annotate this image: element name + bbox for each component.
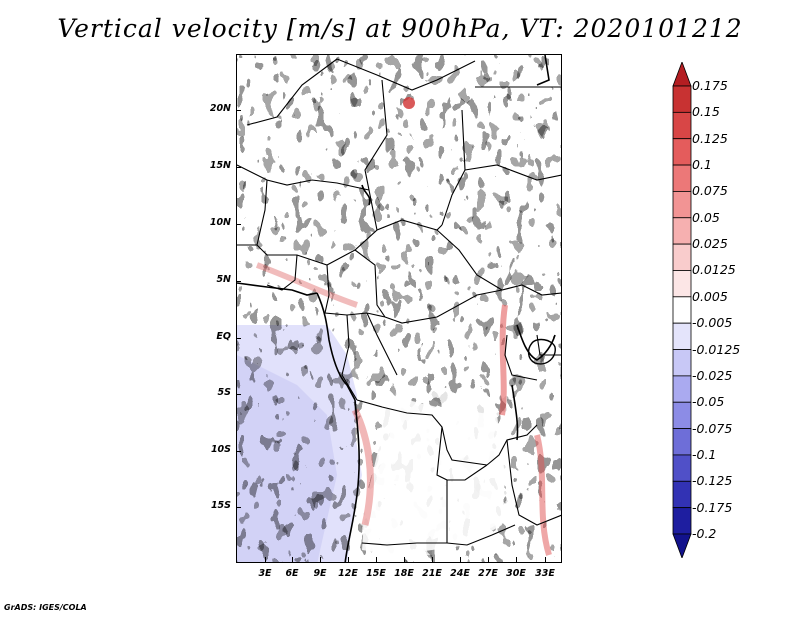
colorbar-label: 0.025: [692, 236, 728, 252]
lat-tick: [236, 281, 241, 282]
plot-title: Vertical velocity [m/s] at 900hPa, VT: 2…: [57, 14, 743, 43]
colorbar-segment: [672, 217, 692, 245]
colorbar-label: 0.175: [692, 78, 728, 93]
grads-credit: GrADS: IGES/COLA: [4, 603, 87, 612]
colorbar-label: 0.05: [692, 209, 720, 225]
lon-label: 21E: [422, 568, 442, 579]
colorbar-label: 0.15: [692, 104, 720, 120]
lat-tick: [236, 507, 241, 508]
colorbar-segment: [672, 507, 692, 535]
colorbar-segment: [672, 401, 692, 429]
lat-tick: [236, 167, 241, 168]
lat-label: 15N: [209, 160, 231, 171]
lat-tick: [236, 338, 241, 339]
colorbar-segment: [672, 480, 692, 509]
colorbar-segment: [672, 191, 692, 219]
calm-region: [362, 395, 505, 555]
lat-label: 10S: [210, 444, 231, 455]
lon-label: 18E: [394, 568, 414, 579]
colorbar-label: -0.0125: [692, 341, 741, 357]
lat-label: EQ: [216, 331, 231, 342]
colorbar-segment: [672, 85, 692, 113]
lon-label: 6E: [285, 568, 299, 579]
lon-label: 24E: [450, 568, 470, 579]
coastline: [237, 55, 556, 562]
lon-tick: [320, 557, 321, 562]
map-panel: [236, 54, 562, 563]
lon-label: 27E: [478, 568, 498, 579]
colorbar-label: -0.125: [692, 473, 733, 489]
colorbar-segment: [672, 111, 692, 140]
colorbar-segment: [672, 375, 692, 403]
lat-tick: [236, 394, 241, 395]
colorbar-label: -0.175: [692, 499, 733, 515]
colorbar: [672, 62, 692, 558]
colorbar-max-arrow: [672, 62, 692, 87]
lon-tick: [404, 557, 405, 562]
lat-label: 5S: [217, 387, 231, 398]
colorbar-label: -0.05: [692, 394, 725, 410]
vertical-velocity-field: [237, 55, 561, 562]
lon-tick: [460, 557, 461, 562]
colorbar-label: -0.075: [692, 420, 733, 436]
colorbar-label: 0.075: [692, 183, 728, 199]
lat-label: 10N: [209, 217, 231, 228]
colorbar-min-arrow: [672, 533, 692, 558]
colorbar-label: 0.125: [692, 130, 728, 146]
lat-tick: [236, 451, 241, 452]
colorbar-label: -0.005: [692, 315, 733, 331]
lat-label: 5N: [216, 274, 231, 285]
colorbar-segment: [672, 243, 692, 271]
colorbar-segment: [672, 349, 692, 377]
lon-tick: [292, 557, 293, 562]
lon-label: 30E: [506, 568, 526, 579]
lon-tick: [432, 557, 433, 562]
country-borders: [237, 58, 561, 546]
lon-label: 3E: [258, 568, 272, 579]
lon-label: 15E: [366, 568, 386, 579]
colorbar-label: 0.0125: [692, 262, 736, 278]
lon-tick: [348, 557, 349, 562]
colorbar-segment: [672, 164, 692, 192]
lon-tick: [488, 557, 489, 562]
colorbar-label: -0.2: [692, 526, 717, 541]
colorbar-label: 0.005: [692, 288, 728, 304]
lon-tick: [376, 557, 377, 562]
lon-tick: [545, 557, 546, 562]
colorbar-segment: [672, 454, 692, 482]
lon-label: 12E: [338, 568, 358, 579]
lon-label: 33E: [535, 568, 555, 579]
colorbar-segment: [672, 428, 692, 456]
colorbar-segment: [672, 322, 692, 350]
colorbar-segment: [672, 270, 692, 298]
lat-label: 20N: [209, 103, 231, 114]
colorbar-label: -0.1: [692, 446, 717, 462]
lat-label: 15S: [210, 500, 231, 511]
lon-tick: [516, 557, 517, 562]
lon-label: 9E: [313, 568, 327, 579]
colorbar-segment: [672, 138, 692, 166]
colorbar-label: -0.025: [692, 367, 733, 383]
lat-tick: [236, 224, 241, 225]
lat-tick: [236, 110, 241, 111]
colorbar-label: 0.1: [692, 157, 712, 173]
colorbar-segment: [672, 296, 692, 324]
lon-tick: [265, 557, 266, 562]
